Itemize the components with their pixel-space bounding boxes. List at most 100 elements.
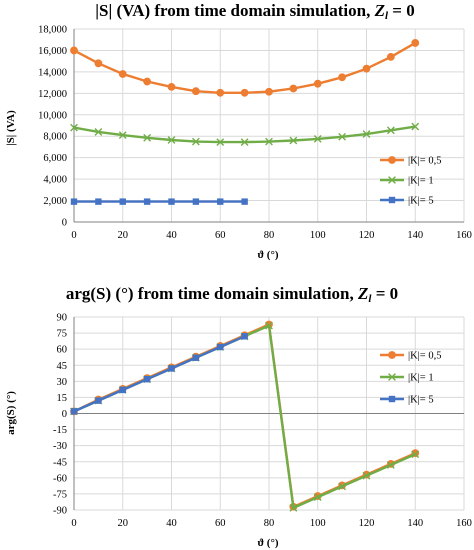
data-point-1 <box>289 503 298 512</box>
legend-label: |K|= 1 <box>408 176 434 187</box>
data-point-0 <box>338 73 347 82</box>
data-point-1 <box>94 128 103 136</box>
y-tick-label: 6,000 <box>43 153 67 164</box>
data-point-2 <box>168 365 175 372</box>
y-tick-label: -45 <box>53 457 67 468</box>
data-point-1 <box>411 122 420 131</box>
y-tick-label: 45 <box>57 361 68 372</box>
y-tick-label: 60 <box>57 345 68 356</box>
x-tick-label: 120 <box>359 518 375 529</box>
x-tick-label: 80 <box>264 518 275 529</box>
chart-phase: arg(S) (°) from time domain simulation, … <box>5 284 472 549</box>
series-line-1 <box>73 125 416 144</box>
data-point-1 <box>216 138 225 147</box>
data-point-1 <box>265 321 273 330</box>
legend-marker <box>388 395 396 403</box>
data-point-2 <box>70 198 78 205</box>
data-point-2 <box>143 375 151 383</box>
data-point-0 <box>240 88 249 97</box>
data-point-1 <box>265 137 273 146</box>
data-point-1 <box>289 136 298 145</box>
data-point-1 <box>362 130 371 138</box>
y-tick-label: 90 <box>57 313 68 324</box>
y-tick-label: 16,000 <box>38 46 67 57</box>
x-tick-label: 160 <box>456 230 472 241</box>
data-point-0 <box>70 46 78 55</box>
legend-marker <box>388 196 396 204</box>
x-tick-label: 160 <box>456 518 472 529</box>
y-tick-label: -75 <box>53 489 67 500</box>
data-point-0 <box>191 87 200 96</box>
y-tick-label: 0 <box>62 409 67 420</box>
data-point-0 <box>118 70 127 78</box>
data-point-1 <box>386 461 395 469</box>
data-point-0 <box>94 59 103 68</box>
data-point-0 <box>265 87 273 96</box>
data-point-1 <box>313 493 322 502</box>
x-tick-label: 80 <box>264 230 275 241</box>
data-point-1 <box>118 131 127 140</box>
x-tick-label: 120 <box>359 230 375 241</box>
data-point-2 <box>192 354 200 361</box>
data-point-1 <box>362 471 371 480</box>
data-point-2 <box>241 198 248 205</box>
legend-marker <box>388 156 396 164</box>
data-point-0 <box>143 77 152 86</box>
x-tick-label: 140 <box>407 518 423 529</box>
data-point-2 <box>192 198 200 205</box>
data-point-0 <box>289 84 298 93</box>
data-point-0 <box>216 88 225 97</box>
data-point-1 <box>167 136 176 144</box>
y-tick-label: 2,000 <box>43 196 67 207</box>
data-point-1 <box>313 135 322 143</box>
x-tick-label: 100 <box>310 230 326 241</box>
chart-magnitude: |S| (VA) from time domain simulation, Zl… <box>5 1 472 261</box>
data-point-2 <box>119 386 126 394</box>
y-tick-label: 30 <box>57 377 68 388</box>
y-tick-label: 8,000 <box>43 132 67 143</box>
data-point-1 <box>411 450 420 459</box>
y-tick-label: 15 <box>57 393 68 404</box>
x-tick-label: 60 <box>215 518 226 529</box>
y-tick-label: 75 <box>57 329 68 340</box>
y-tick-label: -30 <box>53 441 67 452</box>
data-point-2 <box>70 408 78 415</box>
data-point-1 <box>70 123 78 132</box>
x-tick-label: 40 <box>166 518 177 529</box>
x-tick-label: 100 <box>310 518 326 529</box>
data-point-2 <box>95 397 102 404</box>
data-point-1 <box>386 126 395 135</box>
legend-label: |K|= 5 <box>408 196 434 207</box>
legend-label: |K|= 5 <box>408 395 434 406</box>
y-tick-label: -60 <box>53 473 67 484</box>
series-line-1 <box>73 323 416 510</box>
y-tick-label: 12,000 <box>38 89 67 100</box>
legend-marker <box>388 373 396 381</box>
x-tick-label: 140 <box>407 230 423 241</box>
y-tick-label: 0 <box>62 218 67 229</box>
data-point-2 <box>241 333 248 340</box>
series-line-2 <box>73 335 246 413</box>
x-tick-label: 20 <box>118 518 129 529</box>
data-point-2 <box>217 343 224 351</box>
data-point-1 <box>143 133 152 142</box>
data-point-1 <box>338 132 347 141</box>
data-point-0 <box>167 83 176 91</box>
legend-label: |K|= 1 <box>408 373 434 384</box>
data-point-1 <box>191 137 200 146</box>
data-point-0 <box>386 52 395 61</box>
x-tick-label: 60 <box>215 230 226 241</box>
chart-title: |S| (VA) from time domain simulation, Zl… <box>95 1 414 22</box>
legend-marker <box>388 176 396 184</box>
data-point-1 <box>240 138 249 147</box>
data-point-0 <box>411 39 420 47</box>
chart-title: arg(S) (°) from time domain simulation, … <box>66 284 398 305</box>
x-tick-label: 40 <box>166 230 177 241</box>
series-line-0 <box>73 322 416 509</box>
y-tick-label: 18,000 <box>38 25 67 36</box>
x-tick-label: 0 <box>71 230 76 241</box>
y-tick-label: -90 <box>53 506 67 517</box>
legend-marker <box>388 351 396 359</box>
y-tick-label: 14,000 <box>38 67 67 78</box>
